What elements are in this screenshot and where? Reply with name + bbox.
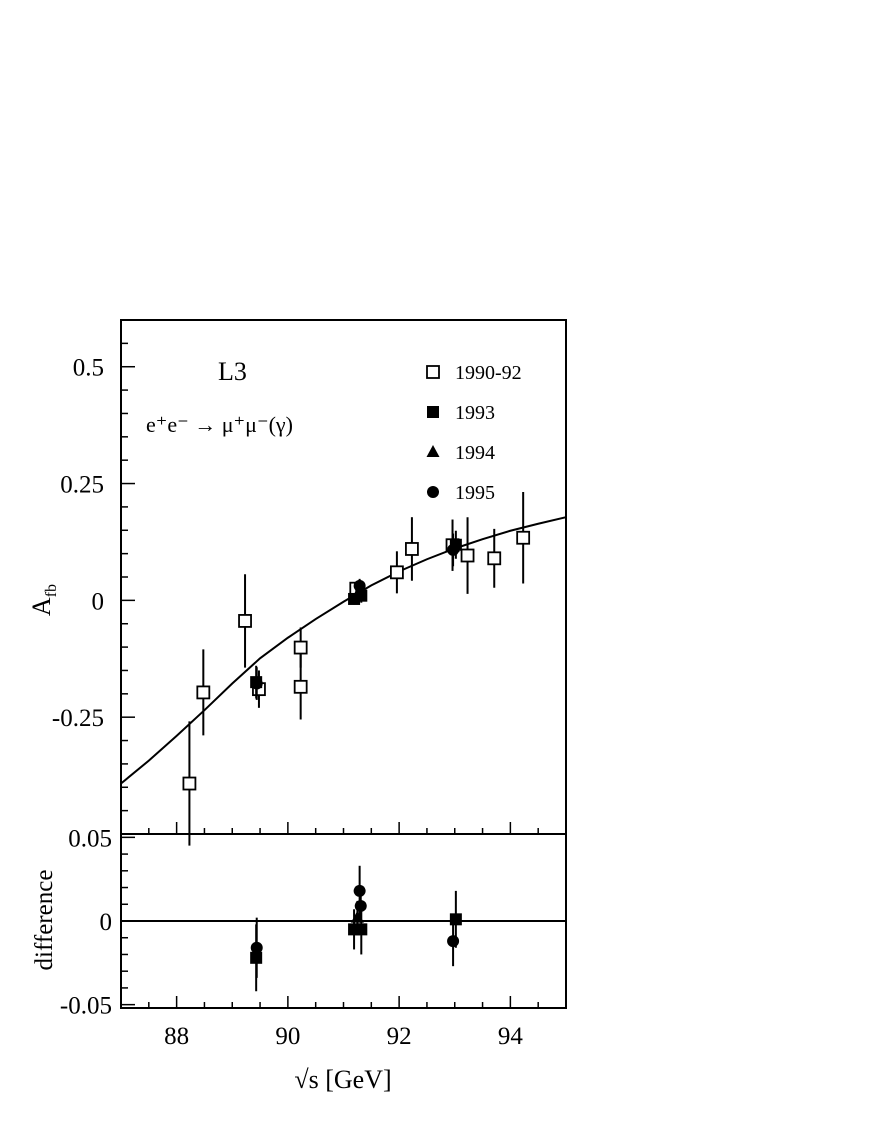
y-tick-label-main: 0.5 [73,355,104,382]
legend-label: 1994 [455,442,495,464]
y-tick-label-sub: -0.05 [60,993,112,1020]
difference-panel: 88 90 92 94 -0.05 0 0.05 [60,825,567,1050]
difference-data-point [353,884,366,897]
legend-label: 1995 [455,482,495,504]
main-data-point [293,679,308,694]
main-panel: -0.25 0 0.25 0.5 1990-92 1993 1994 1995 [52,319,567,846]
x-axis-label: √s [GeV] [294,1065,391,1094]
main-data-point [238,614,252,628]
y-tick-label-sub: 0 [100,909,113,936]
x-tick-label: 90 [275,1023,300,1050]
fit-curve [120,516,567,785]
main-data-point [447,543,460,556]
legend-marker [427,486,439,498]
main-data-point [405,542,419,556]
y-tick-label-sub: 0.05 [68,825,112,852]
experiment-label: L3 [218,357,247,386]
y-axis-label-difference: difference [31,870,58,971]
difference-data-point [447,935,460,948]
main-data-point [182,776,197,791]
main-data-point [250,677,263,690]
legend-label: 1990-92 [455,362,522,384]
main-data-point [460,548,475,563]
difference-data-point [250,941,263,954]
main-data-point [353,579,366,592]
legend-marker [426,365,440,379]
difference-data-point [354,899,367,912]
difference-data-point [449,913,462,926]
legend-marker [427,406,439,418]
main-data-point [196,685,211,700]
main-data-point [389,565,404,580]
x-tick-label: 94 [498,1023,524,1050]
main-data-point [293,640,308,655]
process-label: e⁺e⁻ → μ⁺μ⁻(γ) [146,412,293,437]
y-tick-label-main: 0.25 [60,472,104,499]
main-data-point [487,551,502,566]
main-data-point [350,587,364,600]
x-tick-label: 92 [387,1023,412,1050]
y-axis-label-main: Afb [27,584,60,616]
y-tick-label-main: -0.25 [52,705,104,732]
main-frame-border [120,319,567,835]
y-tick-label-main: 0 [92,588,105,615]
x-tick-label: 88 [164,1023,189,1050]
legend-marker [426,445,440,457]
legend-label: 1993 [455,402,495,424]
y-axis-label-main-sub: fb [43,584,60,597]
y-axis-label-main-base: A [27,597,56,616]
main-data-point [516,530,531,545]
